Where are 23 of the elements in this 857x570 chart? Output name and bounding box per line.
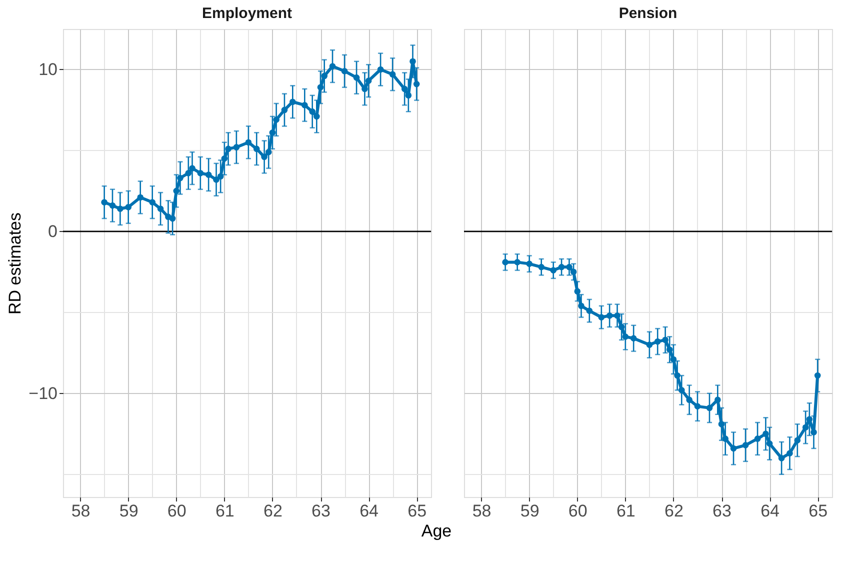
y-tick-label: −10 — [28, 384, 58, 403]
x-tick-label: 62 — [664, 502, 684, 520]
y-axis-title: RD estimates — [6, 212, 25, 315]
x-tick-label: 64 — [760, 502, 780, 520]
x-tick-label: 58 — [472, 502, 492, 520]
x-tick-label: 65 — [408, 502, 427, 520]
x-tick-label: 64 — [360, 502, 379, 520]
x-tick-label: 61 — [616, 502, 636, 520]
chart-title: Employment — [202, 5, 292, 22]
x-tick-label: 59 — [520, 502, 540, 520]
x-tick-label: 65 — [808, 502, 828, 520]
x-axis-title: Age — [421, 522, 452, 540]
x-tick-label: 63 — [312, 502, 330, 520]
x-tick-label: 60 — [568, 502, 588, 520]
x-tick-label: 61 — [215, 502, 234, 520]
x-tick-label: 60 — [167, 502, 186, 520]
x-tick-label: 59 — [119, 502, 138, 520]
y-tick-label: 10 — [38, 60, 58, 79]
x-tick-label: 63 — [712, 502, 732, 520]
x-tick-label: 58 — [71, 502, 90, 520]
y-tick-label: 0 — [48, 222, 58, 241]
x-tick-label: 62 — [264, 502, 282, 520]
chart-title: Pension — [618, 5, 678, 22]
